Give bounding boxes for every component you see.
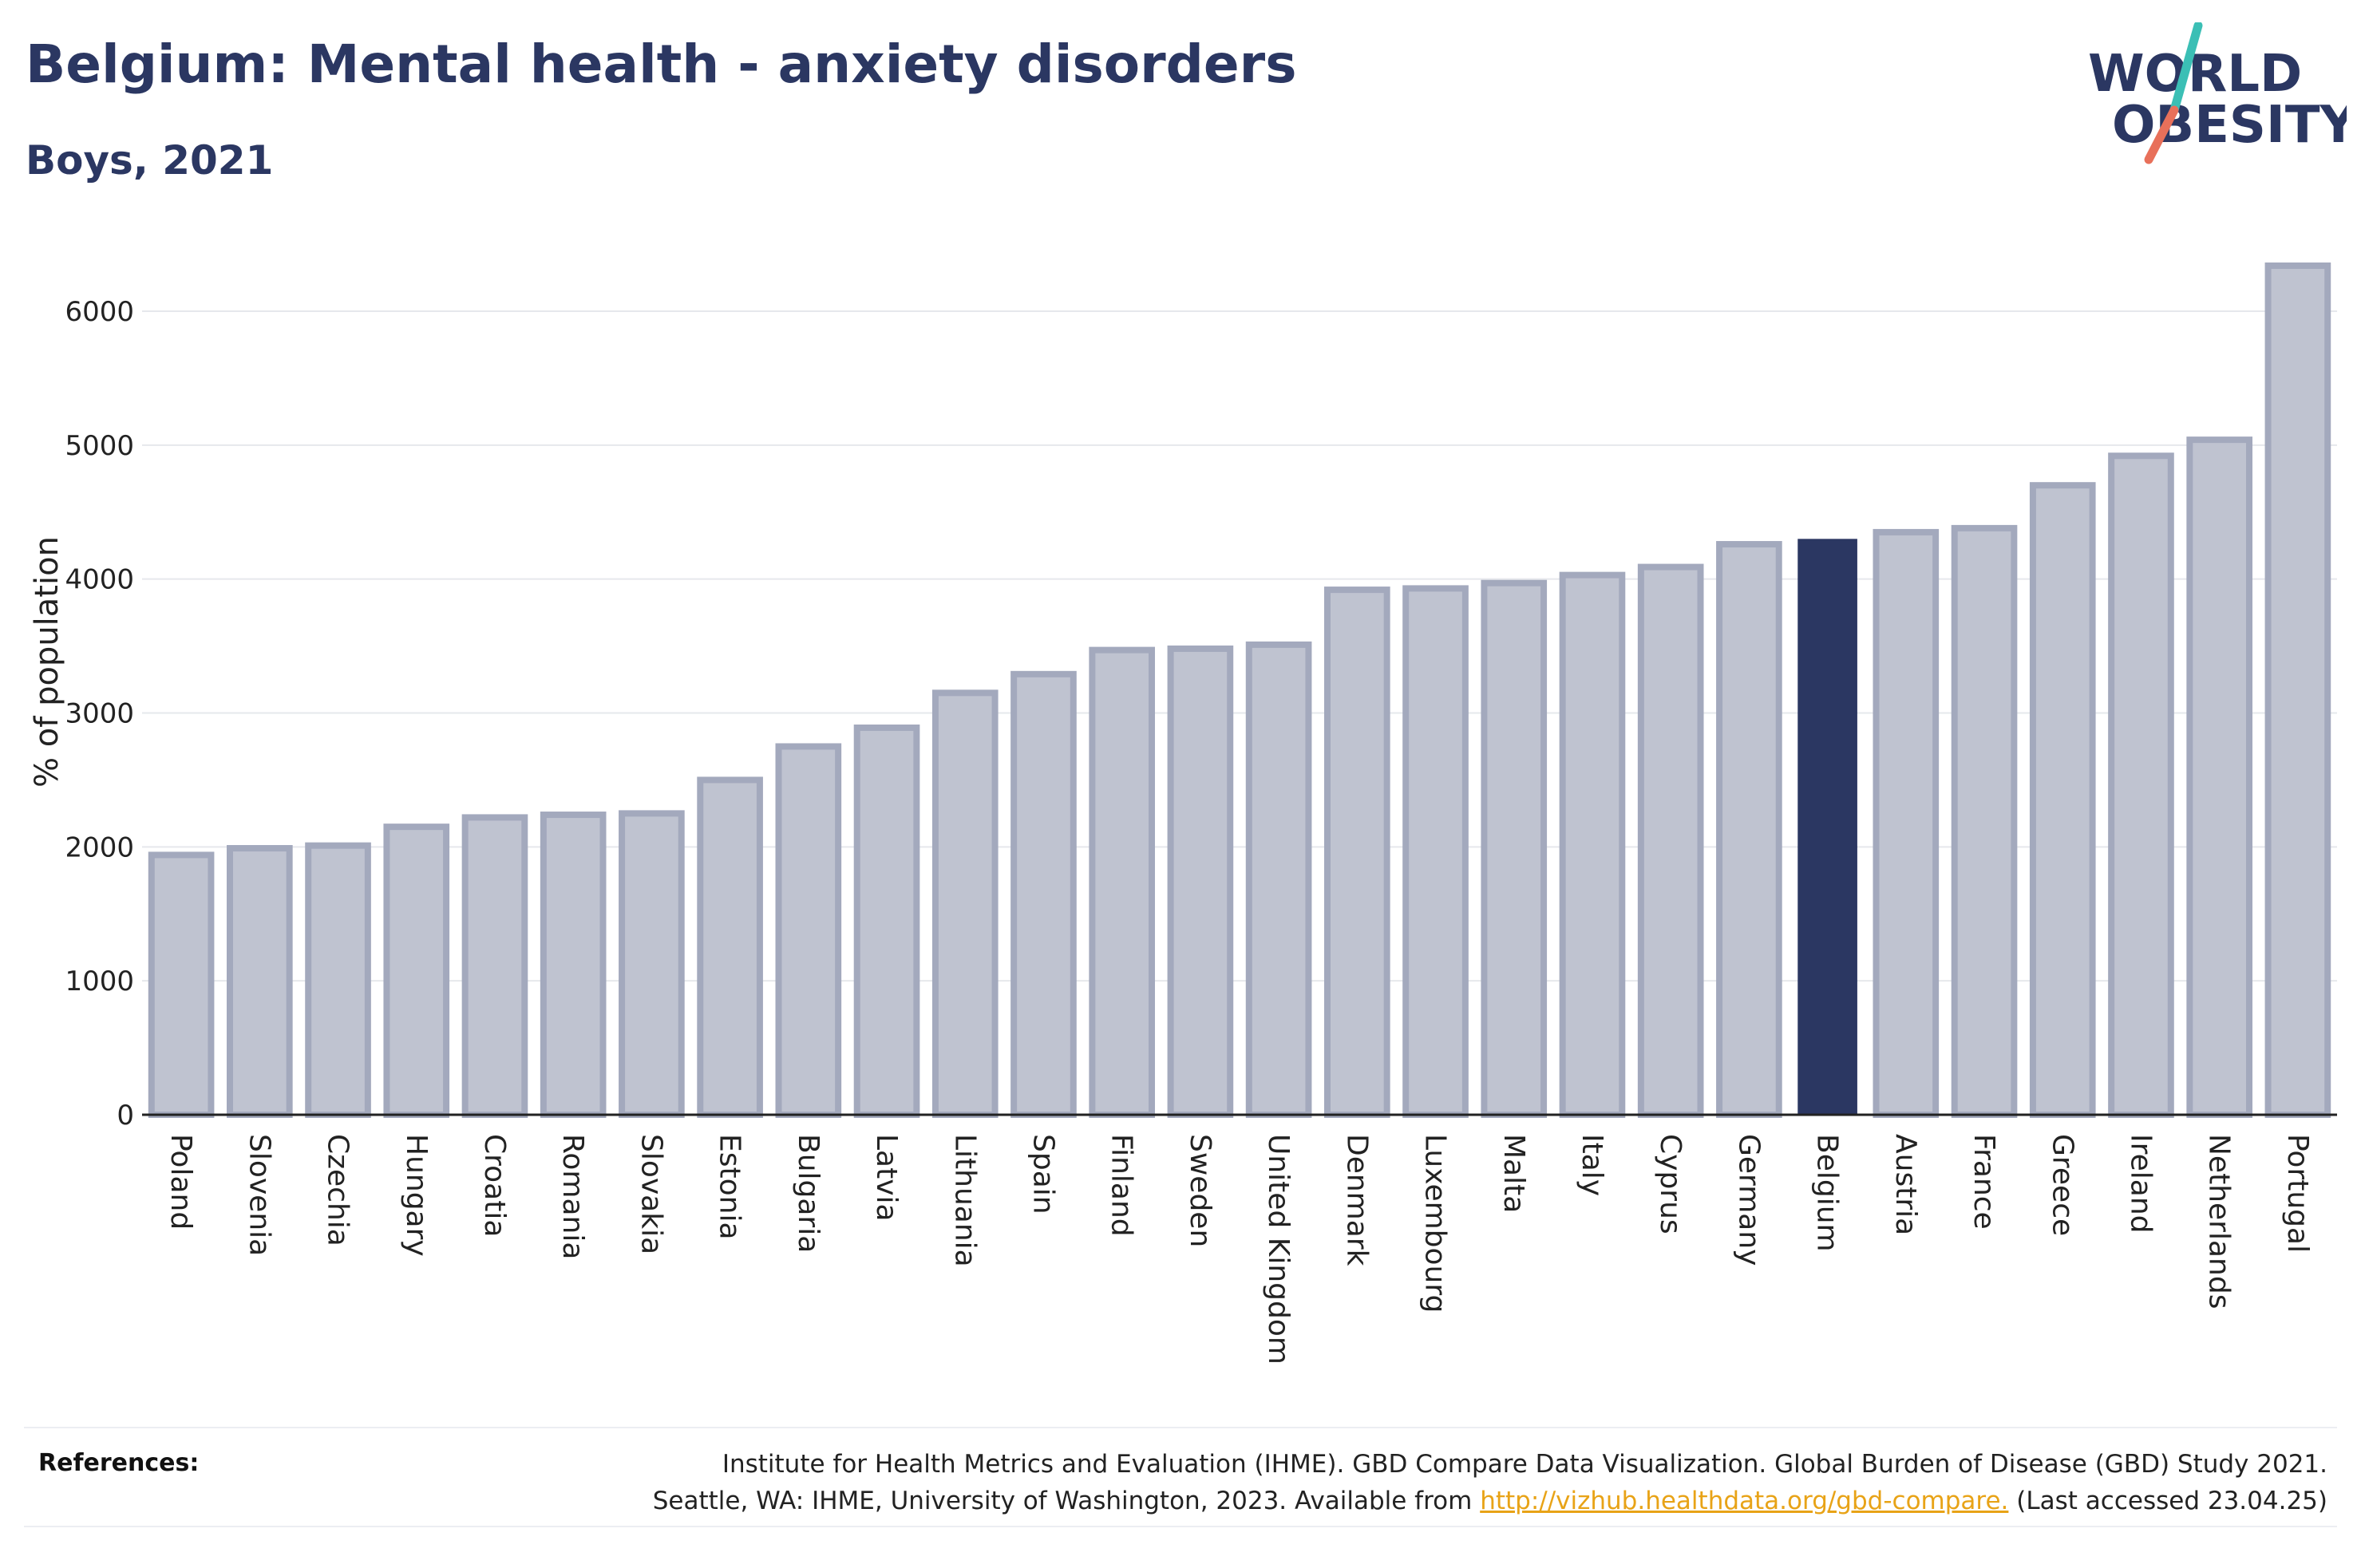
y-tick-label-2000: 2000 — [65, 831, 134, 863]
bar-cyprus — [1637, 563, 1704, 1118]
bar-spain — [1010, 670, 1077, 1118]
x-tick-label-latvia: Latvia — [870, 1134, 903, 1222]
bar-sweden — [1167, 645, 1234, 1118]
bar-poland — [148, 851, 215, 1118]
bar-malta — [1481, 579, 1548, 1118]
x-tick-label-united-kingdom: United Kingdom — [1262, 1134, 1295, 1365]
x-tick-label-netherlands: Netherlands — [2203, 1134, 2236, 1309]
gbd-compare-link[interactable]: http://vizhub.healthdata.org/gbd-compare… — [1480, 1487, 2009, 1515]
references-label: References: — [38, 1449, 200, 1477]
x-tick-label-denmark: Denmark — [1340, 1134, 1373, 1266]
bar-portugal — [2264, 262, 2331, 1119]
y-tick-label-0: 0 — [117, 1100, 134, 1132]
bar-luxembourg — [1402, 585, 1469, 1118]
bar-france — [1951, 524, 2018, 1118]
bar-denmark — [1324, 587, 1390, 1118]
references-line-2: Seattle, WA: IHME, University of Washing… — [492, 1483, 2327, 1519]
bar-bulgaria — [775, 743, 842, 1118]
bar-croatia — [461, 814, 528, 1119]
bar-greece — [2029, 482, 2096, 1118]
x-tick-label-ireland: Ireland — [2124, 1134, 2157, 1234]
logo-slash-coral — [2144, 105, 2179, 164]
y-tick-label-4000: 4000 — [65, 564, 134, 596]
bar-lithuania — [931, 689, 999, 1118]
x-tick-label-sweden: Sweden — [1184, 1134, 1216, 1247]
world-obesity-logo: WORLD OBESITY — [2088, 22, 2347, 164]
bar-finland — [1089, 646, 1156, 1118]
bar-united-kingdom — [1245, 641, 1312, 1118]
bar-latvia — [853, 724, 920, 1118]
x-tick-label-malta: Malta — [1497, 1134, 1530, 1213]
references-line-2-prefix: Seattle, WA: IHME, University of Washing… — [652, 1487, 1473, 1515]
references-line-1: Institute for Health Metrics and Evaluat… — [722, 1450, 2327, 1479]
x-tick-label-spain: Spain — [1026, 1134, 1059, 1215]
bar-hungary — [383, 823, 450, 1118]
chart-subtitle: Boys, 2021 — [26, 137, 274, 184]
bar-chart: 0 1000 2000 3000 4000 5000 6000 % of population… — [29, 262, 2337, 1365]
y-axis-label: % of population — [29, 536, 65, 788]
logo-line-world: WORLD — [2088, 45, 2302, 104]
x-tick-label-austria: Austria — [1889, 1134, 1922, 1235]
x-tick-label-croatia: Croatia — [478, 1134, 511, 1237]
bar-netherlands — [2186, 436, 2253, 1118]
x-tick-label-bulgaria: Bulgaria — [792, 1134, 825, 1253]
references-text: Institute for Health Metrics and Evaluat… — [492, 1446, 2327, 1519]
references-top-divider — [24, 1427, 2337, 1428]
x-tick-label-portugal: Portugal — [2281, 1134, 2314, 1253]
x-tick-label-romania: Romania — [556, 1134, 589, 1259]
x-tick-label-poland: Poland — [164, 1134, 197, 1230]
y-tick-label-1000: 1000 — [65, 966, 134, 997]
x-tick-label-slovenia: Slovenia — [243, 1134, 275, 1256]
y-tick-label-5000: 5000 — [65, 430, 134, 462]
bar-ireland — [2108, 452, 2174, 1118]
x-tick-label-germany: Germany — [1732, 1134, 1765, 1266]
logo-line-obesity: OBESITY — [2112, 96, 2347, 155]
x-tick-label-hungary: Hungary — [400, 1134, 433, 1257]
x-tick-label-cyprus: Cyprus — [1654, 1134, 1687, 1234]
x-tick-label-slovakia: Slovakia — [635, 1134, 667, 1254]
x-tick-label-finland: Finland — [1105, 1134, 1138, 1237]
x-tick-label-france: France — [1968, 1134, 2000, 1230]
logo-slash-teal — [2169, 22, 2203, 115]
y-tick-label-3000: 3000 — [65, 698, 134, 730]
bar-italy — [1559, 571, 1626, 1118]
x-tick-label-luxembourg: Luxembourg — [1419, 1134, 1452, 1313]
bar-romania — [540, 812, 607, 1118]
bar-austria — [1873, 528, 1940, 1118]
bar-belgium — [1797, 539, 1857, 1115]
bar-slovakia — [619, 810, 685, 1118]
bar-czechia — [305, 842, 371, 1119]
x-tick-label-estonia: Estonia — [714, 1134, 746, 1240]
references-line-2-suffix: (Last accessed 23.04.25) — [2016, 1487, 2327, 1515]
bar-slovenia — [227, 845, 293, 1119]
x-tick-label-belgium: Belgium — [1811, 1134, 1844, 1252]
bar-estonia — [697, 776, 763, 1119]
bar-germany — [1716, 541, 1782, 1118]
x-tick-label-czechia: Czechia — [322, 1134, 354, 1246]
references-bottom-divider — [24, 1526, 2337, 1527]
y-tick-label-6000: 6000 — [65, 296, 134, 328]
x-tick-label-italy: Italy — [1576, 1134, 1608, 1196]
x-tick-label-lithuania: Lithuania — [948, 1134, 981, 1267]
chart-title: Belgium: Mental health - anxiety disorde… — [26, 34, 1297, 95]
x-tick-label-greece: Greece — [2046, 1134, 2078, 1236]
